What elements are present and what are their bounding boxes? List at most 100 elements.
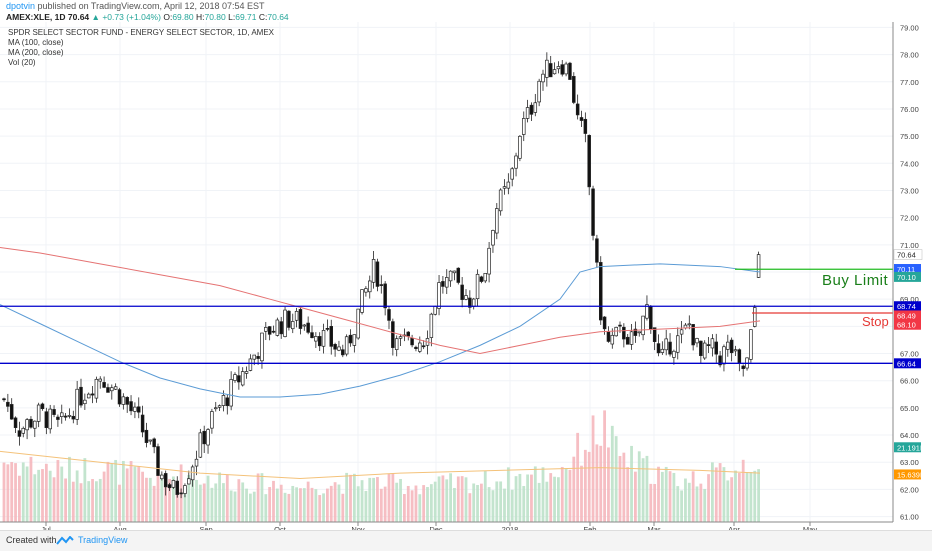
legend: SPDR SELECT SECTOR FUND - ENERGY SELECT … (8, 28, 275, 67)
volume-bar (637, 451, 641, 522)
volume-bar (133, 466, 137, 522)
candle-down (568, 62, 572, 80)
volume-bar (287, 493, 291, 522)
volume-bar (75, 470, 79, 522)
candle-up (552, 69, 557, 75)
volume-bar (726, 480, 730, 522)
candle-up (545, 59, 549, 78)
volume-bar (718, 463, 722, 522)
volume-bar (614, 436, 618, 522)
volume-bar (468, 493, 472, 522)
volume-bar (672, 472, 676, 522)
volume-bar (333, 482, 337, 522)
candle-up (194, 458, 199, 467)
candle-up (556, 66, 561, 70)
publish-info: published on TradingView.com, April 12, … (37, 1, 265, 11)
volume-bar (406, 485, 410, 522)
volume-bar (148, 477, 152, 522)
candle-up (368, 280, 372, 293)
tradingview-link[interactable]: TradingView (78, 535, 128, 545)
price-change: +0.73 (+1.04%) (102, 12, 161, 22)
author-link[interactable]: dpotvin (6, 1, 36, 11)
price-chart[interactable]: 79.00 78.00 77.00 76.00 75.00 74.00 73.00 72.00… (0, 22, 932, 530)
volume-bar (734, 470, 737, 522)
candle-down (575, 103, 580, 116)
candle-down (441, 281, 445, 287)
volume-bar (630, 445, 633, 522)
candle-down (56, 416, 60, 420)
volume-bar (345, 472, 349, 522)
candle-up (352, 334, 357, 346)
candle-down (718, 355, 722, 366)
candle-up (83, 399, 87, 405)
candle-down (622, 326, 626, 340)
volume-bar (657, 466, 660, 522)
candle-up (437, 282, 441, 309)
volume-bar (599, 445, 603, 522)
time-axis[interactable]: Jul Aug Sep Oct Nov Dec 2018 Feb Mar Apr May (41, 522, 817, 530)
candle-down (52, 409, 56, 415)
candle-up (610, 334, 615, 345)
volume-bar (121, 460, 125, 522)
volume-bar (368, 477, 372, 522)
volume-bar (626, 467, 630, 522)
price-label-tag: 68.74 (894, 301, 921, 312)
volume-bar (256, 473, 260, 522)
candle-up (248, 358, 253, 371)
volume-bar (352, 473, 356, 522)
volume-bar (391, 473, 395, 522)
volume-bar (660, 471, 664, 522)
volume-bar (29, 456, 33, 522)
candle-down (414, 346, 418, 350)
price-tick-label: 65.00 (900, 404, 919, 413)
volume-bar (403, 494, 406, 522)
candle-down (668, 341, 672, 355)
candle-down (152, 438, 156, 448)
price-tick-label: 66.00 (900, 377, 919, 386)
candle-up (452, 270, 457, 274)
price-label-text: 66.64 (897, 359, 916, 368)
ma-100-line (0, 263, 761, 398)
candle-up (98, 378, 102, 382)
low-label: L: (228, 12, 236, 22)
candle-down (579, 117, 584, 121)
candle-down (652, 327, 657, 342)
volume-bar (418, 494, 422, 522)
price-label-tag: 70.11 (894, 264, 921, 275)
volume-bar (60, 466, 64, 522)
volume-bar (503, 488, 506, 522)
candle-up (217, 405, 222, 408)
candle-down (63, 415, 68, 418)
up-arrow-icon: ▲ (91, 12, 100, 22)
volume-bar (676, 486, 680, 522)
time-tick-label: May (803, 525, 817, 530)
volume-bar (664, 466, 668, 522)
volume-bar (722, 467, 726, 522)
volume-bar (129, 461, 133, 522)
candle-down (460, 284, 464, 300)
candle-down (714, 341, 718, 355)
volume-bar (587, 451, 591, 522)
price-tick-label: 77.00 (900, 78, 919, 87)
volume-bar (52, 477, 56, 522)
candle-down (729, 339, 734, 354)
price-label-box (894, 264, 921, 275)
volume-bar (237, 479, 241, 522)
candle-up (160, 474, 164, 480)
volume-bar (268, 487, 272, 522)
candle-up (491, 230, 495, 246)
volume-bar (249, 493, 252, 522)
time-tick-label: Sep (199, 525, 212, 530)
volume-bar (557, 477, 560, 522)
candle-down (137, 406, 141, 413)
volume-bar (202, 483, 206, 522)
volume-bar (437, 476, 441, 522)
volume-bar (356, 486, 360, 522)
price-label-box (894, 442, 921, 453)
volume-bar (530, 474, 533, 522)
candle-down (383, 283, 387, 309)
candle-down (202, 430, 206, 445)
candle-down (633, 328, 638, 336)
candle-up (264, 327, 268, 332)
candle-up (214, 407, 218, 410)
